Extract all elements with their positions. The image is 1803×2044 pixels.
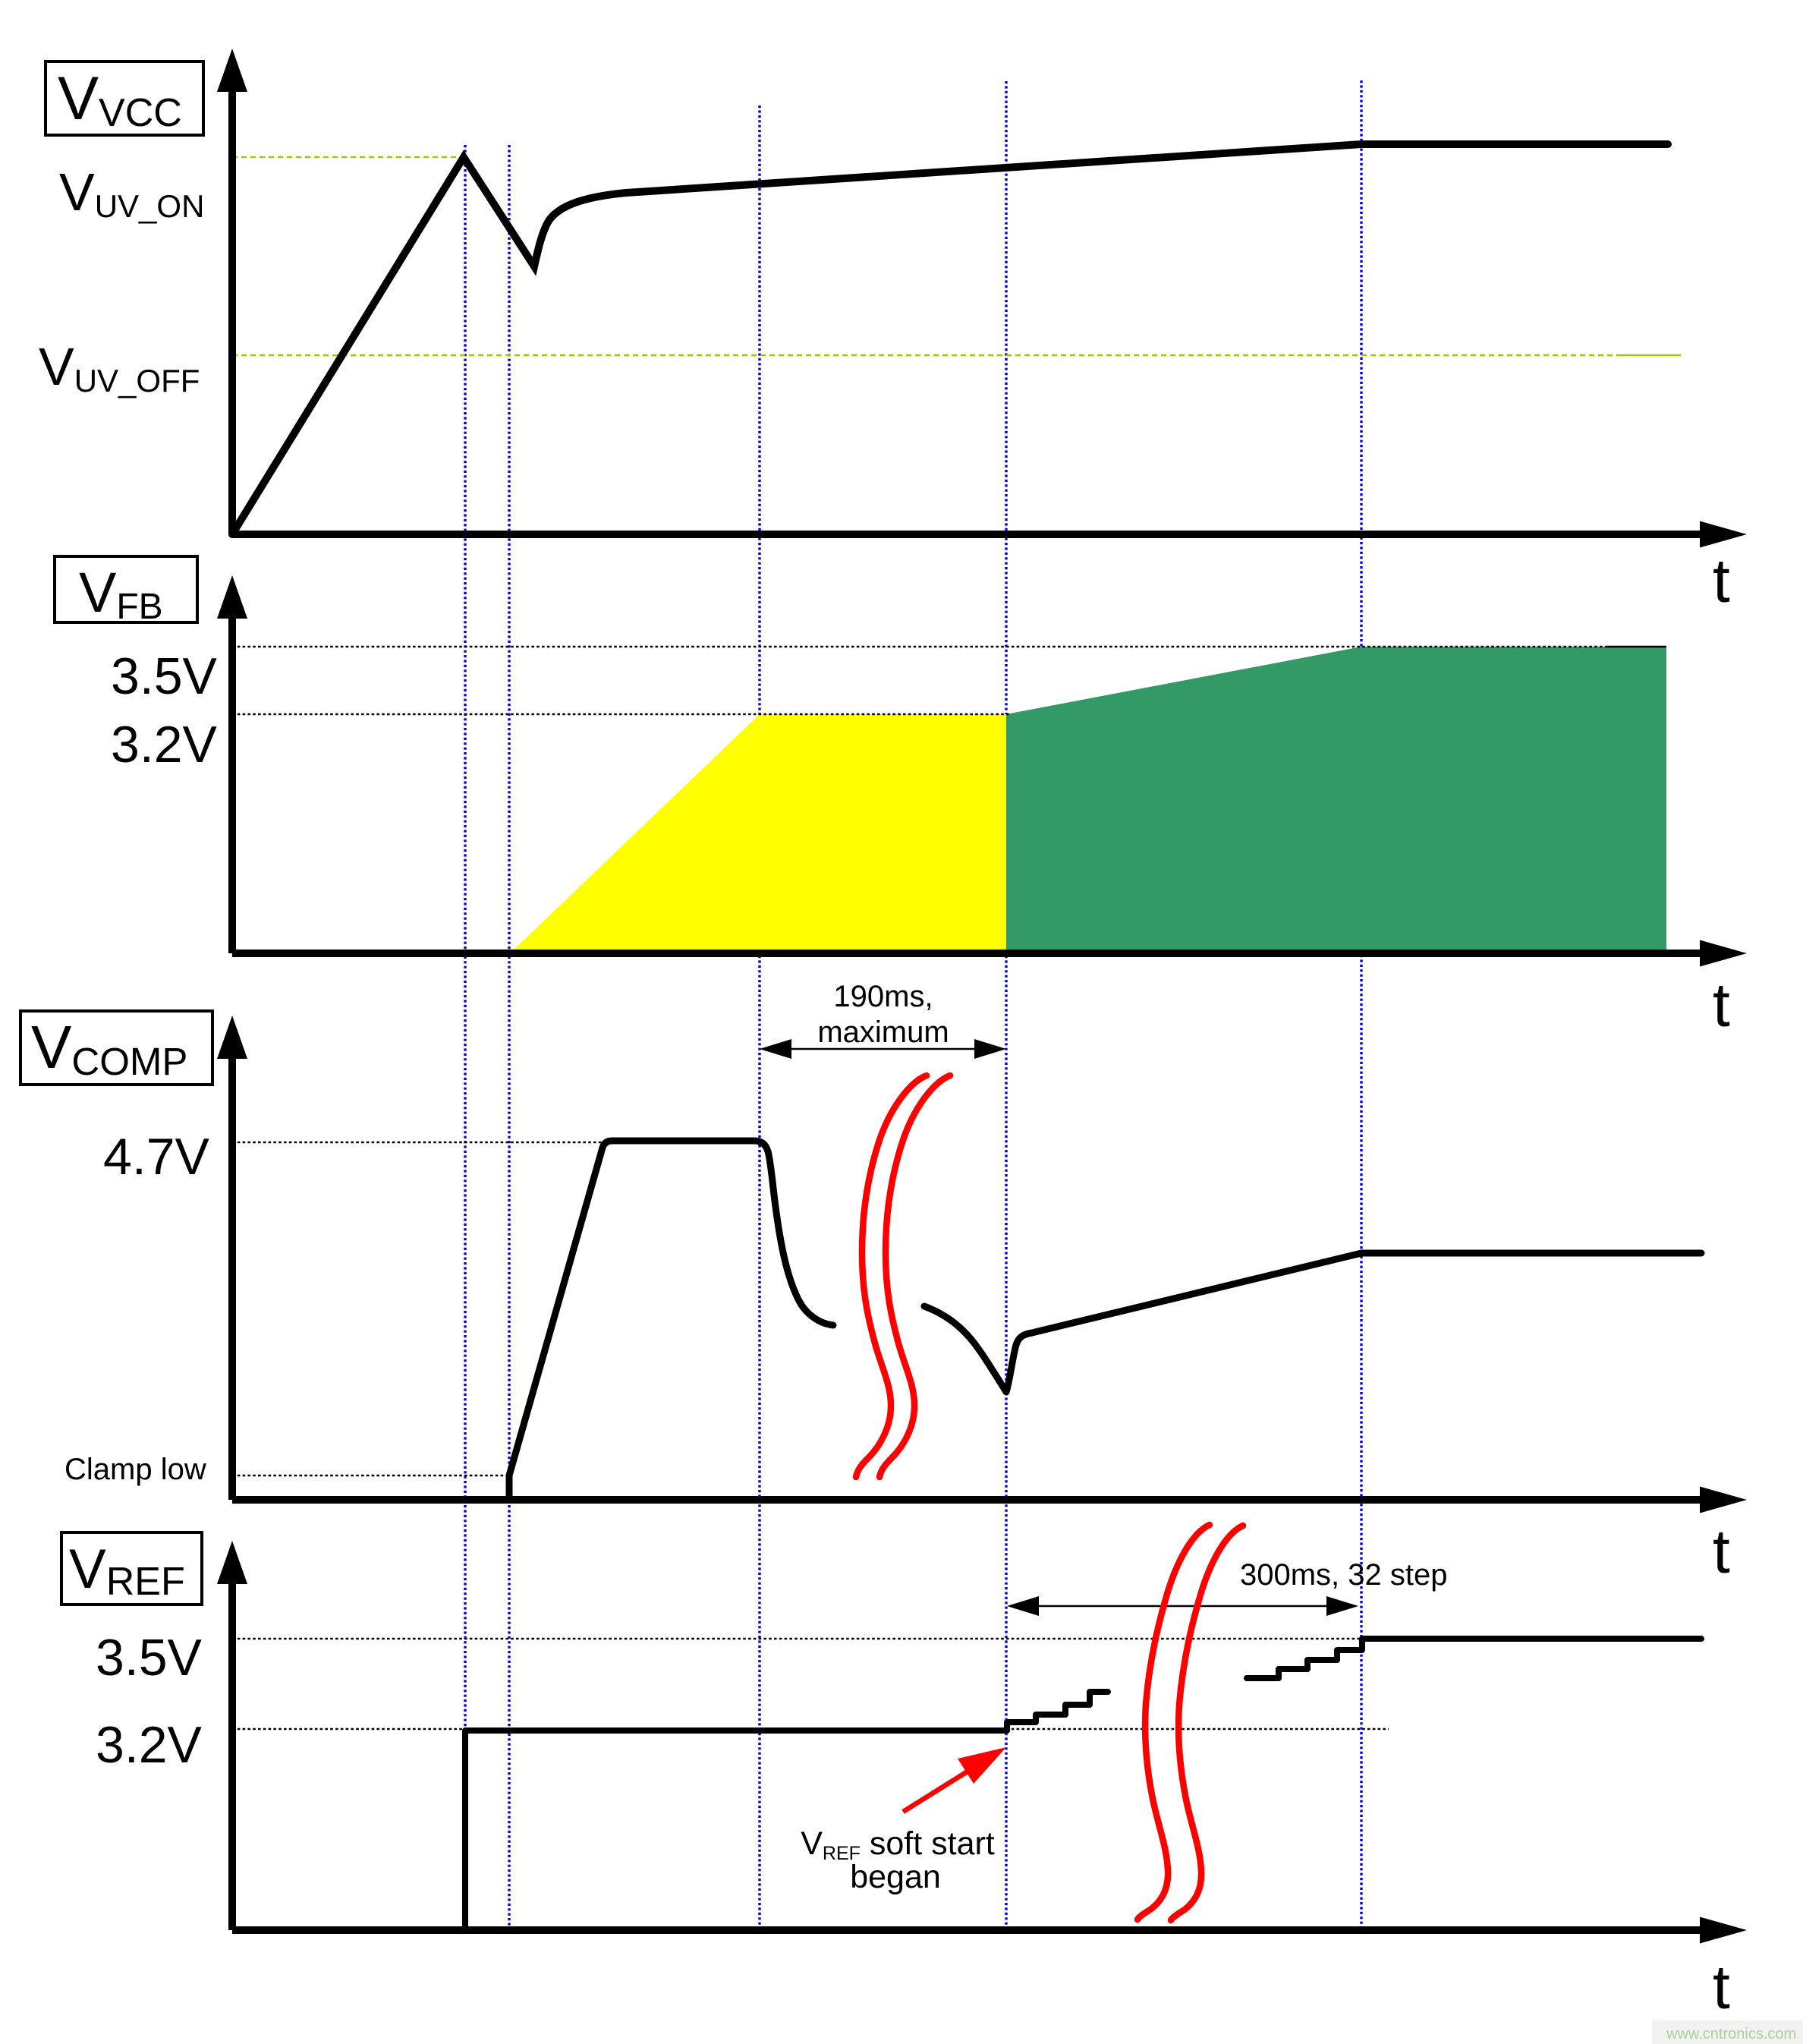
svg-text:3.2V: 3.2V [96,1716,203,1774]
svg-text:www.cntronics.com: www.cntronics.com [1666,2026,1796,2042]
svg-text:t: t [1713,971,1730,1040]
svg-text:3.5V: 3.5V [111,647,218,705]
svg-text:3.2V: 3.2V [111,716,218,773]
svg-text:Clamp low: Clamp low [65,1453,206,1486]
svg-text:t: t [1713,1517,1730,1586]
svg-text:3.5V: 3.5V [96,1629,203,1687]
svg-text:began: began [850,1859,941,1895]
svg-text:t: t [1713,1953,1730,2022]
svg-text:maximum: maximum [817,1016,949,1049]
svg-text:190ms,: 190ms, [833,980,933,1013]
svg-text:t: t [1713,546,1730,616]
svg-text:300ms, 32 step: 300ms, 32 step [1240,1558,1448,1592]
svg-text:4.7V: 4.7V [103,1128,210,1186]
